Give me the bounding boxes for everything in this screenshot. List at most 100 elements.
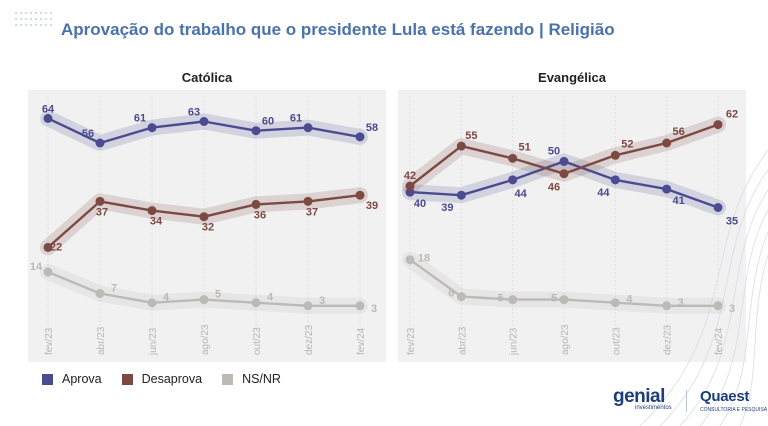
data-label-aprova: 58 bbox=[366, 122, 378, 134]
legend-item-aprova: Aprova bbox=[42, 372, 102, 386]
x-tick-label: abr/23 bbox=[96, 326, 107, 355]
data-point-desaprova bbox=[713, 120, 723, 130]
legend-label-aprova: Aprova bbox=[62, 372, 102, 386]
data-point-desaprova bbox=[456, 141, 466, 151]
x-tick-label: out/23 bbox=[611, 327, 622, 355]
data-label-aprova: 40 bbox=[414, 198, 426, 210]
panel-title-catolica: Católica bbox=[181, 70, 233, 85]
data-point-aprova bbox=[610, 175, 620, 185]
data-point-aprova bbox=[456, 190, 466, 200]
x-tick-label: fev/24 bbox=[356, 327, 367, 355]
data-label-nsnr: 14 bbox=[30, 261, 43, 273]
logo-separator bbox=[686, 390, 687, 412]
data-point-nsnr bbox=[405, 255, 415, 265]
data-point-desaprova bbox=[610, 150, 620, 160]
legend-swatch-desaprova bbox=[121, 373, 133, 385]
data-point-aprova bbox=[559, 156, 569, 166]
data-point-aprova bbox=[662, 184, 672, 194]
data-label-aprova: 60 bbox=[262, 116, 274, 128]
data-point-desaprova bbox=[43, 242, 53, 252]
data-label-desaprova: 46 bbox=[548, 182, 560, 194]
data-point-nsnr bbox=[559, 295, 569, 305]
data-label-aprova: 61 bbox=[290, 113, 302, 125]
data-label-nsnr: 3 bbox=[371, 303, 377, 315]
decorative-dot-grid bbox=[15, 12, 52, 26]
data-label-nsnr: 18 bbox=[418, 253, 430, 265]
data-point-aprova bbox=[713, 203, 723, 212]
data-label-nsnr: 4 bbox=[626, 294, 633, 306]
data-point-nsnr bbox=[147, 298, 157, 308]
x-tick-label: fev/23 bbox=[406, 327, 417, 355]
data-point-aprova bbox=[199, 117, 209, 126]
data-point-desaprova bbox=[95, 196, 105, 206]
data-point-nsnr bbox=[508, 295, 518, 305]
x-tick-label: dez/23 bbox=[663, 325, 674, 355]
data-point-desaprova bbox=[508, 153, 518, 163]
data-point-nsnr bbox=[199, 295, 209, 305]
data-label-aprova: 39 bbox=[441, 202, 453, 214]
data-point-nsnr bbox=[303, 301, 313, 311]
x-tick-label: jun/23 bbox=[148, 327, 159, 356]
data-point-desaprova bbox=[303, 196, 313, 206]
data-label-desaprova: 34 bbox=[150, 216, 163, 228]
data-label-aprova: 41 bbox=[673, 195, 685, 207]
data-point-aprova bbox=[43, 113, 53, 123]
x-tick-label: jun/23 bbox=[509, 327, 520, 356]
data-label-desaprova: 56 bbox=[673, 126, 685, 138]
data-label-desaprova: 55 bbox=[465, 130, 477, 142]
data-label-desaprova: 42 bbox=[404, 170, 416, 182]
data-label-aprova: 50 bbox=[548, 145, 560, 157]
data-label-aprova: 61 bbox=[134, 113, 146, 125]
data-label-aprova: 63 bbox=[188, 107, 200, 119]
data-point-aprova bbox=[303, 123, 313, 133]
data-label-desaprova: 39 bbox=[366, 200, 378, 212]
data-label-desaprova: 62 bbox=[726, 109, 738, 121]
data-point-nsnr bbox=[610, 298, 620, 308]
panel-title-evangelica: Evangélica bbox=[538, 70, 606, 85]
data-point-desaprova bbox=[147, 206, 157, 216]
data-point-aprova bbox=[251, 126, 261, 136]
data-point-desaprova bbox=[199, 212, 209, 222]
legend-label-nsnr: NS/NR bbox=[242, 372, 281, 386]
data-point-nsnr bbox=[95, 289, 105, 298]
data-label-desaprova: 22 bbox=[50, 241, 62, 253]
x-tick-label: fev/23 bbox=[44, 327, 55, 355]
legend-swatch-nsnr bbox=[222, 373, 234, 385]
quaest-logo-subtitle: CONSULTORIA E PESQUISA bbox=[700, 407, 768, 413]
page-title: Aprovação do trabalho que o presidente L… bbox=[61, 20, 615, 39]
data-point-nsnr bbox=[456, 292, 466, 302]
legend-item-desaprova: Desaprova bbox=[121, 372, 203, 386]
data-label-desaprova: 37 bbox=[306, 206, 318, 218]
data-point-desaprova bbox=[251, 199, 261, 209]
data-label-aprova: 44 bbox=[597, 187, 610, 199]
x-tick-label: ago/23 bbox=[200, 324, 211, 355]
data-point-aprova bbox=[147, 123, 157, 133]
data-label-nsnr: 5 bbox=[551, 293, 557, 305]
legend-item-nsnr: NS/NR bbox=[222, 372, 281, 386]
data-label-nsnr: 6 bbox=[448, 288, 454, 300]
data-label-desaprova: 32 bbox=[202, 222, 214, 234]
data-point-nsnr bbox=[355, 301, 365, 311]
genial-logo: genial bbox=[613, 386, 665, 407]
x-tick-label: ago/23 bbox=[560, 324, 571, 355]
legend-swatch-aprova bbox=[42, 373, 53, 385]
x-tick-label: fev/24 bbox=[714, 327, 725, 355]
quaest-logo: Quaest bbox=[700, 388, 750, 405]
data-point-desaprova bbox=[559, 169, 569, 179]
data-label-aprova: 44 bbox=[515, 188, 528, 200]
data-point-desaprova bbox=[405, 181, 415, 191]
data-label-nsnr: 4 bbox=[267, 292, 274, 304]
legend-label-desaprova: Desaprova bbox=[141, 372, 203, 386]
data-label-nsnr: 5 bbox=[498, 293, 504, 305]
data-label-desaprova: 37 bbox=[96, 206, 108, 218]
data-point-desaprova bbox=[662, 138, 672, 148]
data-label-nsnr: 3 bbox=[678, 297, 684, 309]
data-label-desaprova: 51 bbox=[519, 141, 531, 153]
data-label-desaprova: 52 bbox=[621, 138, 633, 150]
data-point-aprova bbox=[508, 175, 518, 185]
data-label-nsnr: 3 bbox=[729, 303, 735, 315]
data-point-nsnr bbox=[43, 267, 53, 277]
data-point-desaprova bbox=[355, 190, 365, 200]
